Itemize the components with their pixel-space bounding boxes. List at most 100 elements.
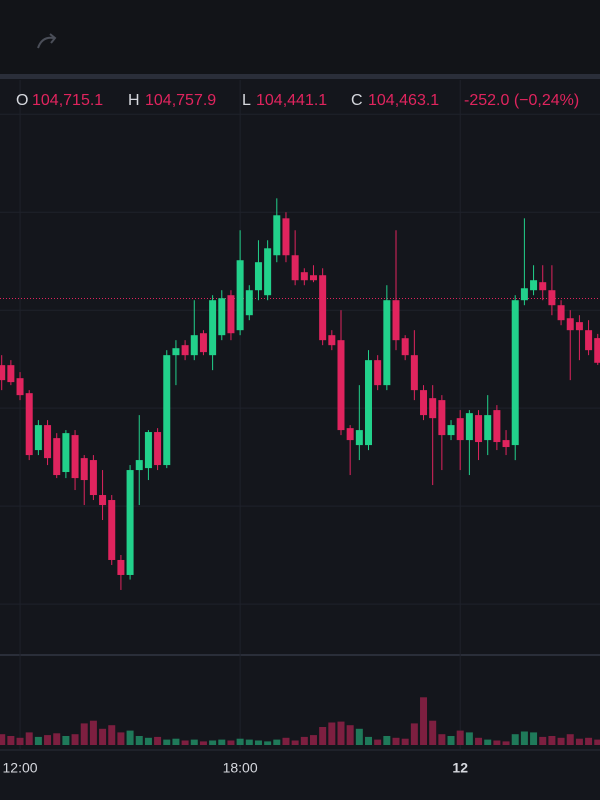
candle-body: [199, 333, 207, 353]
volume-bar: [7, 736, 15, 745]
x-tick-label: 18:00: [223, 760, 258, 776]
candle-body: [190, 335, 198, 356]
volume-bar: [53, 733, 61, 745]
candle-body: [282, 218, 290, 256]
candle-body: [511, 300, 519, 446]
volume-bar: [337, 721, 345, 745]
volume-bar: [566, 734, 574, 745]
candle-body: [273, 215, 281, 256]
candle-body: [300, 272, 308, 281]
candle-body: [44, 425, 52, 459]
volume-bar: [117, 732, 125, 745]
candle-body: [163, 355, 171, 466]
candle-body: [475, 415, 483, 443]
candle-body: [337, 340, 345, 431]
volume-bar: [209, 740, 217, 745]
close-label: C: [351, 92, 363, 109]
volume-bar: [108, 725, 116, 745]
volume-bar: [585, 737, 593, 745]
candle-body: [456, 418, 464, 441]
candle-body: [236, 260, 244, 331]
candles: [0, 198, 600, 590]
volume-bar: [273, 739, 281, 745]
volume-bar: [245, 739, 253, 745]
candle-body: [401, 338, 409, 356]
candle-body: [126, 470, 134, 575]
volume-bar: [80, 723, 88, 745]
volume-bar: [429, 720, 437, 745]
candle-body: [227, 295, 235, 334]
volume-bar: [144, 737, 152, 745]
candle-body: [34, 425, 42, 451]
volume-bar: [319, 727, 327, 745]
volume-bar: [291, 740, 299, 745]
volume-bar: [135, 736, 143, 745]
candle-body: [62, 433, 70, 473]
candle-body: [410, 355, 418, 391]
volume-bar: [227, 740, 235, 745]
candle-body: [566, 318, 574, 331]
candle-body: [575, 322, 583, 331]
candle-body: [245, 290, 253, 316]
volume-bar: [493, 740, 501, 745]
volume-bar: [328, 722, 336, 745]
volume-bar: [218, 739, 226, 745]
volume-bar: [355, 728, 363, 745]
volume-bar: [282, 737, 290, 745]
volume-pane: [0, 697, 600, 745]
toolbar-border: [0, 74, 600, 79]
open-label: O: [16, 92, 29, 109]
volume-bar: [401, 738, 409, 745]
candle-body: [438, 400, 446, 436]
volume-bar: [410, 723, 418, 745]
candle-body: [420, 390, 428, 416]
candle-body: [548, 290, 556, 306]
redo-button[interactable]: [37, 33, 57, 49]
volume-bar: [447, 736, 455, 745]
candle-body: [557, 305, 565, 321]
volume-bar: [420, 697, 428, 745]
candle-body: [144, 432, 152, 469]
candle-body: [218, 298, 226, 336]
volume-bar: [511, 734, 519, 745]
candle-body: [80, 458, 88, 481]
candle-body: [319, 275, 327, 341]
volume-bar: [548, 736, 556, 745]
grid: [0, 80, 600, 750]
volume-bar: [365, 736, 372, 745]
candle-body: [502, 440, 510, 448]
volume-bar: [520, 731, 528, 745]
candle-body: [0, 365, 6, 381]
candle-body: [447, 425, 455, 436]
volume-bar: [163, 739, 171, 745]
volume-bar: [199, 741, 207, 745]
low-value: 104,441.1: [256, 92, 328, 109]
volume-bar: [502, 741, 510, 745]
candle-body: [383, 300, 391, 386]
candle-body: [484, 415, 492, 441]
candle-body: [181, 345, 189, 356]
candle-body: [99, 495, 107, 506]
candle-body: [135, 460, 143, 471]
volume-bar: [264, 741, 272, 745]
candle-body: [209, 300, 217, 356]
volume-bar: [594, 739, 600, 745]
volume-bar: [383, 736, 391, 745]
candle-body: [7, 365, 15, 383]
candle-body: [117, 559, 125, 575]
high-label: H: [128, 92, 140, 109]
candle-body: [493, 410, 501, 443]
volume-bar: [99, 728, 107, 745]
candle-body: [355, 430, 363, 446]
volume-bar: [181, 740, 189, 745]
volume-bar: [254, 740, 262, 745]
volume-bar: [89, 720, 97, 745]
candle-body: [365, 360, 372, 446]
candle-body: [520, 288, 528, 301]
low-label: L: [242, 92, 251, 109]
candle-body: [465, 413, 473, 441]
high-value: 104,757.9: [145, 92, 217, 109]
volume-bar: [25, 732, 33, 745]
volume-bar: [71, 734, 79, 745]
open-value: 104,715.1: [32, 92, 104, 109]
